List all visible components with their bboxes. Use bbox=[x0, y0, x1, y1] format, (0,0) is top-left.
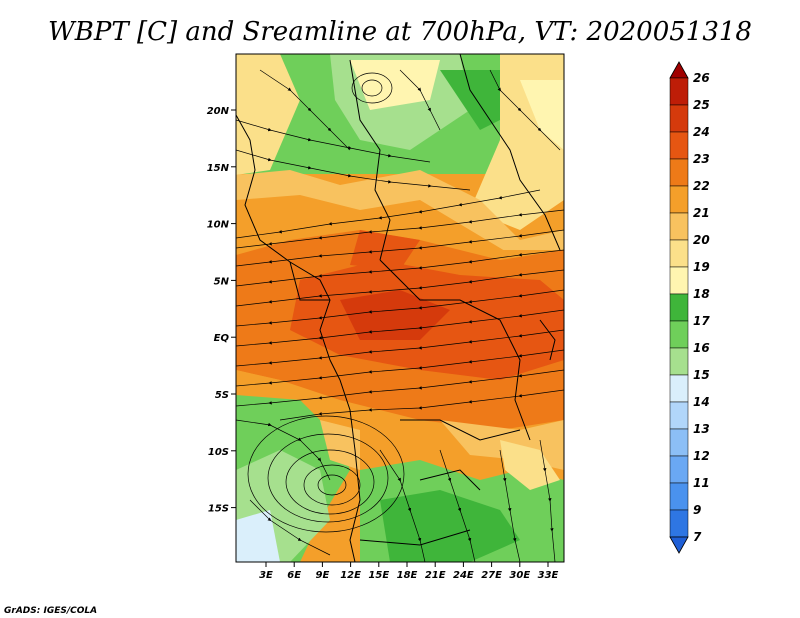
x-tick-label: 6E bbox=[287, 570, 301, 581]
colorbar-segment bbox=[669, 266, 689, 295]
streamlines bbox=[236, 69, 564, 562]
colorbar-segment bbox=[669, 455, 689, 484]
x-axis: 3E 6E 9E 12E 15E 18E 21E 24E 27E 30E 33E bbox=[259, 562, 559, 581]
x-tick-label: 9E bbox=[316, 570, 330, 581]
y-tick-label: 5N bbox=[214, 276, 230, 287]
colorbar-label: 19 bbox=[693, 260, 710, 274]
colorbar-segment bbox=[669, 239, 689, 268]
colorbar-segment bbox=[669, 158, 689, 187]
colorbar-segment bbox=[669, 77, 689, 106]
colorbar-segment bbox=[669, 293, 689, 322]
colorbar-label: 23 bbox=[693, 152, 710, 166]
colorbar-label: 13 bbox=[693, 422, 710, 436]
colorbar-label: 16 bbox=[693, 341, 710, 355]
colorbar-label: 11 bbox=[693, 476, 710, 490]
y-tick-label: 15S bbox=[208, 504, 229, 515]
x-tick-label: 33E bbox=[538, 570, 559, 581]
x-tick-label: 18E bbox=[397, 570, 418, 581]
y-tick-label: 10S bbox=[208, 447, 229, 458]
colorbar-segment bbox=[669, 212, 689, 241]
colorbar-segment bbox=[669, 104, 689, 133]
colorbar-label: 21 bbox=[693, 206, 710, 220]
colorbar-segment bbox=[669, 347, 689, 376]
colorbar-max-arrow bbox=[669, 61, 689, 79]
x-tick-label: 24E bbox=[453, 570, 474, 581]
map-title: WBPT [C] and Sreamline at 700hPa, VT: 20… bbox=[48, 17, 752, 47]
wbpt-field bbox=[236, 54, 564, 562]
colorbar-segment bbox=[669, 320, 689, 349]
colorbar-label: 15 bbox=[693, 368, 710, 382]
map-frame bbox=[235, 53, 565, 563]
colorbar-segment bbox=[669, 374, 689, 403]
colorbar-label: 12 bbox=[693, 449, 710, 463]
x-tick-label: 30E bbox=[509, 570, 530, 581]
x-tick-label: 12E bbox=[340, 570, 361, 581]
y-tick-label: 15N bbox=[207, 163, 230, 174]
colorbar-label: 24 bbox=[693, 125, 710, 139]
colorbar-label: 7 bbox=[693, 530, 702, 544]
colorbar-segment bbox=[669, 428, 689, 457]
colorbar-label: 25 bbox=[693, 98, 710, 112]
colorbar-label: 14 bbox=[693, 395, 710, 409]
y-tick-label: 10N bbox=[207, 220, 230, 231]
x-tick-label: 21E bbox=[425, 570, 446, 581]
y-axis: 20N 15N 10N 5N EQ 5S 10S 15S bbox=[207, 106, 236, 515]
colorbar-segment bbox=[669, 131, 689, 160]
map-panel: 3E 6E 9E 12E 15E 18E 21E 24E 27E 30E 33E 20N 15N 10N… bbox=[207, 53, 565, 581]
y-tick-label: EQ bbox=[214, 333, 230, 344]
colorbar-label: 22 bbox=[693, 179, 710, 193]
colorbar: 26 25 24 23 22 21 20 19 18 17 16 15 14 13 12 11 9 7 bbox=[669, 61, 710, 554]
colorbar-segment bbox=[669, 509, 689, 538]
colorbar-segment bbox=[669, 185, 689, 214]
y-tick-label: 5S bbox=[215, 390, 229, 401]
streamline-vortex bbox=[247, 72, 405, 533]
colorbar-label: 17 bbox=[693, 314, 710, 328]
x-tick-label: 3E bbox=[259, 570, 273, 581]
colorbar-segment bbox=[669, 482, 689, 511]
y-tick-label: 20N bbox=[207, 106, 230, 117]
colorbar-min-arrow bbox=[669, 536, 689, 554]
x-tick-label: 27E bbox=[481, 570, 502, 581]
colorbar-label: 18 bbox=[693, 287, 710, 301]
colorbar-label: 20 bbox=[693, 233, 710, 247]
colorbar-label: 9 bbox=[693, 503, 701, 517]
colorbar-segment bbox=[669, 401, 689, 430]
credit-label: GrADS: IGES/COLA bbox=[4, 606, 97, 616]
x-tick-label: 15E bbox=[368, 570, 389, 581]
colorbar-label: 26 bbox=[693, 71, 710, 85]
